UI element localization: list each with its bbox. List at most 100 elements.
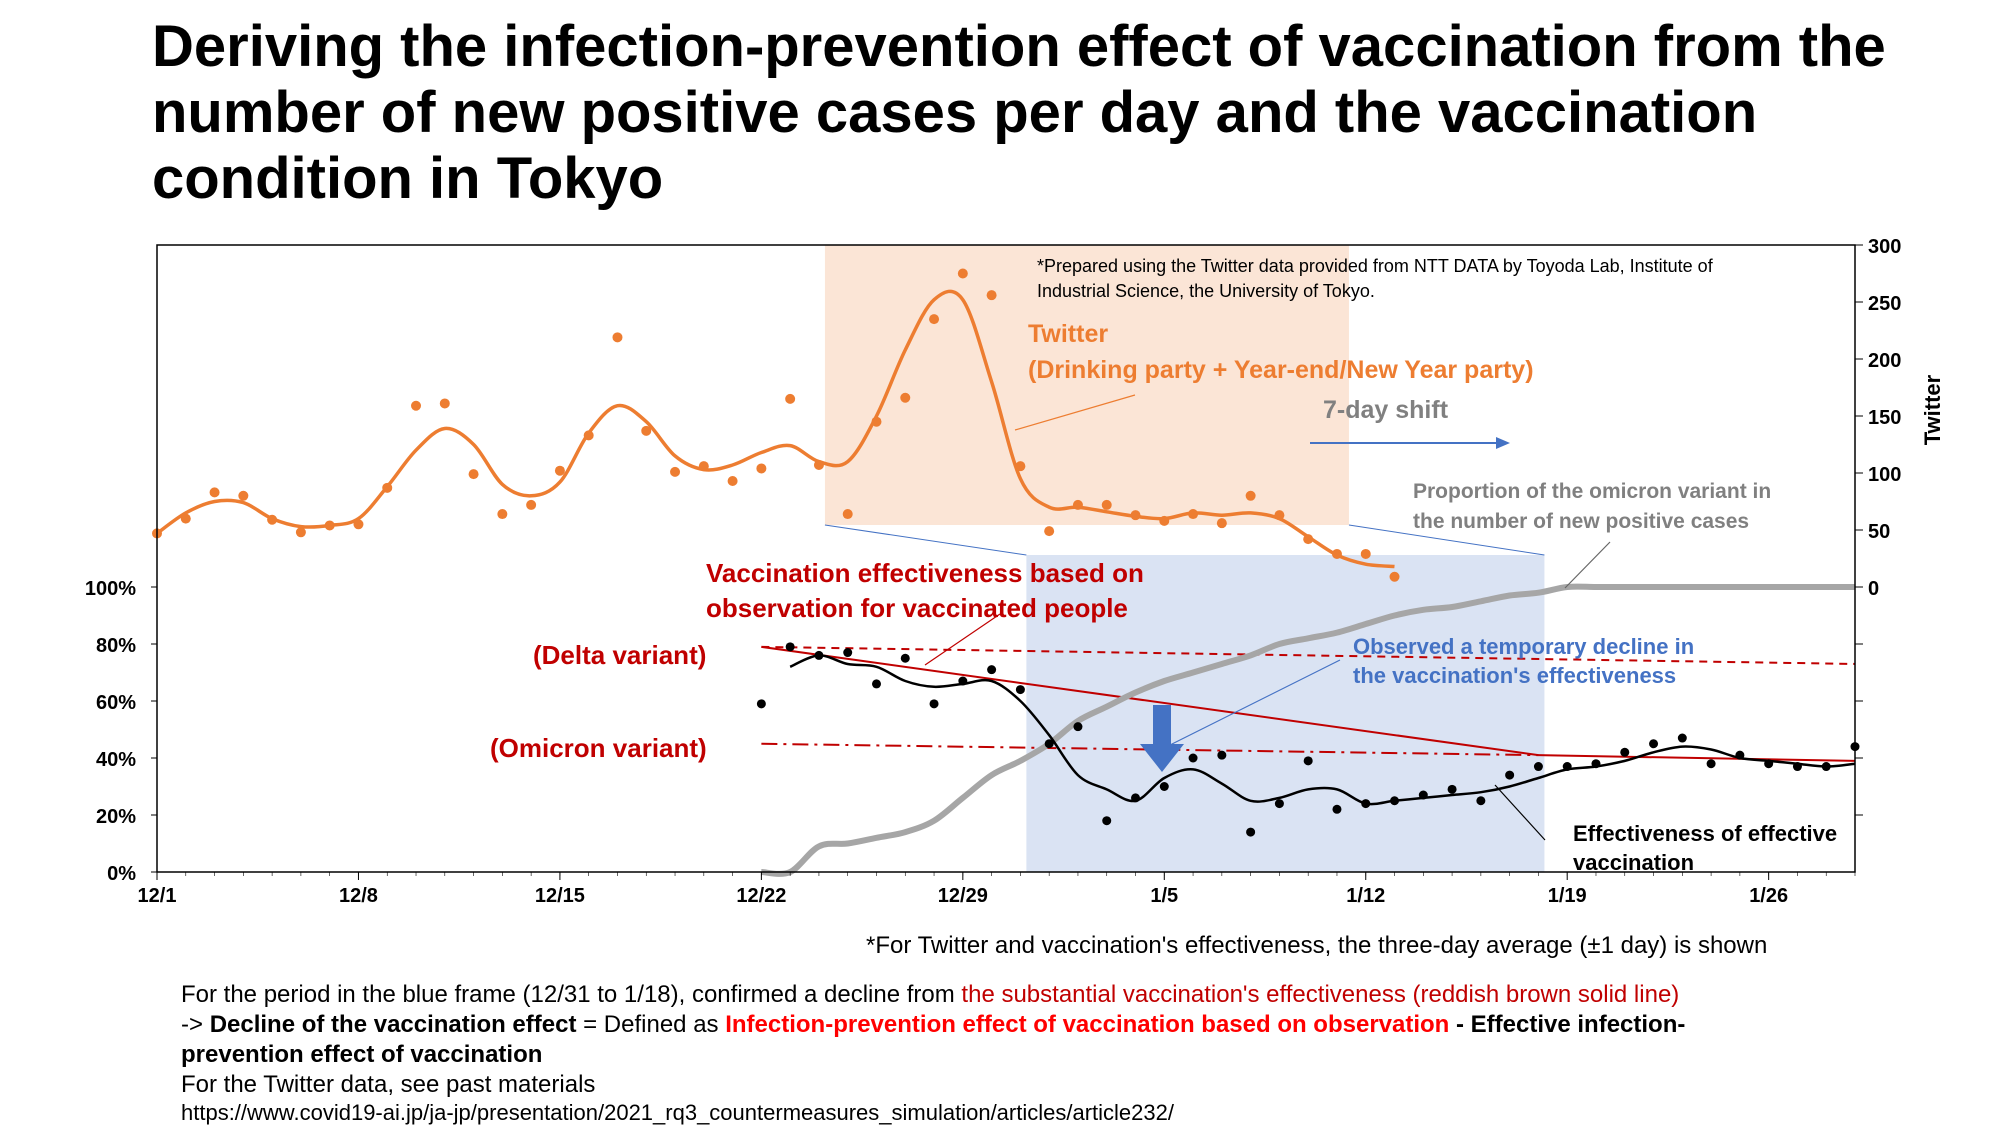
observed-point [1649,739,1659,749]
observed-point [1476,796,1486,806]
footnote-line-2: -> Decline of the vaccination effect = D… [181,1010,1685,1040]
twitter-point [267,514,278,525]
twitter-point [1389,571,1400,582]
twitter-point [1216,518,1227,529]
effective-label-2: vaccination [1573,850,1694,875]
twitter-point [583,430,594,441]
footnote-1a: For the period in the blue frame (12/31 … [181,981,962,1008]
footnote-line-1: For the period in the blue frame (12/31 … [181,980,1679,1010]
twitter-point [1072,499,1083,510]
observed-point [1361,799,1371,809]
twitter-point [382,482,393,493]
observed-point [987,665,997,675]
twitter-leader [1014,394,1136,431]
twitter-point [698,461,709,472]
observed-point [1706,759,1716,769]
left-tick-label: 100% [85,578,136,600]
right-tick-label: 200 [1868,350,1901,372]
twitter-point [1130,510,1141,521]
twitter-point [727,475,738,486]
twitter-point [324,520,335,531]
twitter-point [497,509,508,520]
vacc-obs-leader [924,613,1001,666]
source-note-2: Industrial Science, the University of To… [1037,281,1375,301]
shift-label: 7-day shift [1323,396,1449,424]
omicron-proportion-line [761,583,1855,877]
left-tick-label: 20% [96,806,136,828]
twitter-point [842,509,853,520]
twitter-point [180,513,191,524]
twitter-point [1274,510,1285,521]
page-title: Deriving the infection-prevention effect… [152,14,1886,211]
left-tick-label: 0% [107,863,136,885]
twitter-point [785,393,796,404]
observed-point [756,699,766,709]
decline-label-1: Observed a temporary decline in [1353,634,1694,659]
observed-point [1044,739,1054,749]
observed-point [1533,762,1543,772]
observed-point [1159,782,1169,791]
twitter-point [871,416,882,427]
twitter-point [526,499,537,510]
twitter-point [411,400,422,411]
omicron-variant-label: (Omicron variant) [490,733,707,763]
twitter-point [1101,499,1112,510]
observed-point [1735,750,1745,760]
footnote-2b: Decline of the vaccination effect [209,1011,577,1038]
twitter-point [238,490,249,501]
observed-point [1418,790,1428,800]
twitter-point [209,487,220,498]
effective-label-1: Effectiveness of effective [1573,821,1837,846]
observed-point [814,650,824,660]
observed-point [1591,759,1601,769]
right-tick-label: 300 [1868,236,1901,258]
footnote-2e: - Effective infection- [1449,1011,1686,1038]
x-tick-label: 1/19 [1548,885,1587,907]
x-tick-label: 12/1 [138,885,177,907]
x-tick-label: 12/22 [736,885,786,907]
twitter-point [1044,526,1055,537]
observed-point [1073,722,1083,732]
twitter-label-2: (Drinking party + Year-end/New Year part… [1028,356,1534,384]
observed-point [1332,804,1342,814]
x-tick-label: 1/26 [1749,885,1788,907]
source-note-1: *Prepared using the Twitter data provide… [1037,256,1714,276]
twitter-point [1188,509,1199,520]
frame-connector-right [1348,524,1545,556]
delta-label: (Delta variant) [533,640,706,670]
observed-point [871,679,881,689]
twitter-point [900,392,911,403]
right-tick-label: 0 [1868,578,1879,600]
observed-point [1015,685,1025,695]
footnote-line-3: prevention effect of vaccination [181,1041,543,1068]
twitter-point [612,332,623,343]
observed-point [785,642,795,652]
footnote-1b: the substantial vaccination's effectiven… [961,981,1680,1008]
observed-point [1188,753,1198,763]
x-tick-label: 12/29 [938,885,988,907]
twitter-point [468,469,479,480]
observed-point [1677,733,1687,743]
twitter-point [813,460,824,471]
twitter-point [756,463,767,474]
twitter-point [957,268,968,279]
right-axis-title: Twitter [1920,374,1945,445]
observed-point [1246,827,1256,837]
observed-point [1505,770,1515,780]
twitter-point [353,519,364,530]
x-tick-label: 12/15 [535,885,585,907]
x-tick-label: 12/8 [339,885,378,907]
twitter-label-1: Twitter [1028,320,1108,348]
observed-point [1102,816,1112,826]
footnote-2a: -> [181,1011,210,1038]
x-tick-label: 1/5 [1150,885,1178,907]
twitter-smoothed-line [155,289,1395,569]
observed-point [1447,784,1457,794]
twitter-point [986,290,997,301]
effective-line-solid [1538,754,1856,762]
twitter-point [554,465,565,476]
twitter-point [1303,534,1314,545]
right-tick-label: 250 [1868,293,1901,315]
footnote-2d: Infection-prevention effect of vaccinati… [725,1011,1450,1038]
